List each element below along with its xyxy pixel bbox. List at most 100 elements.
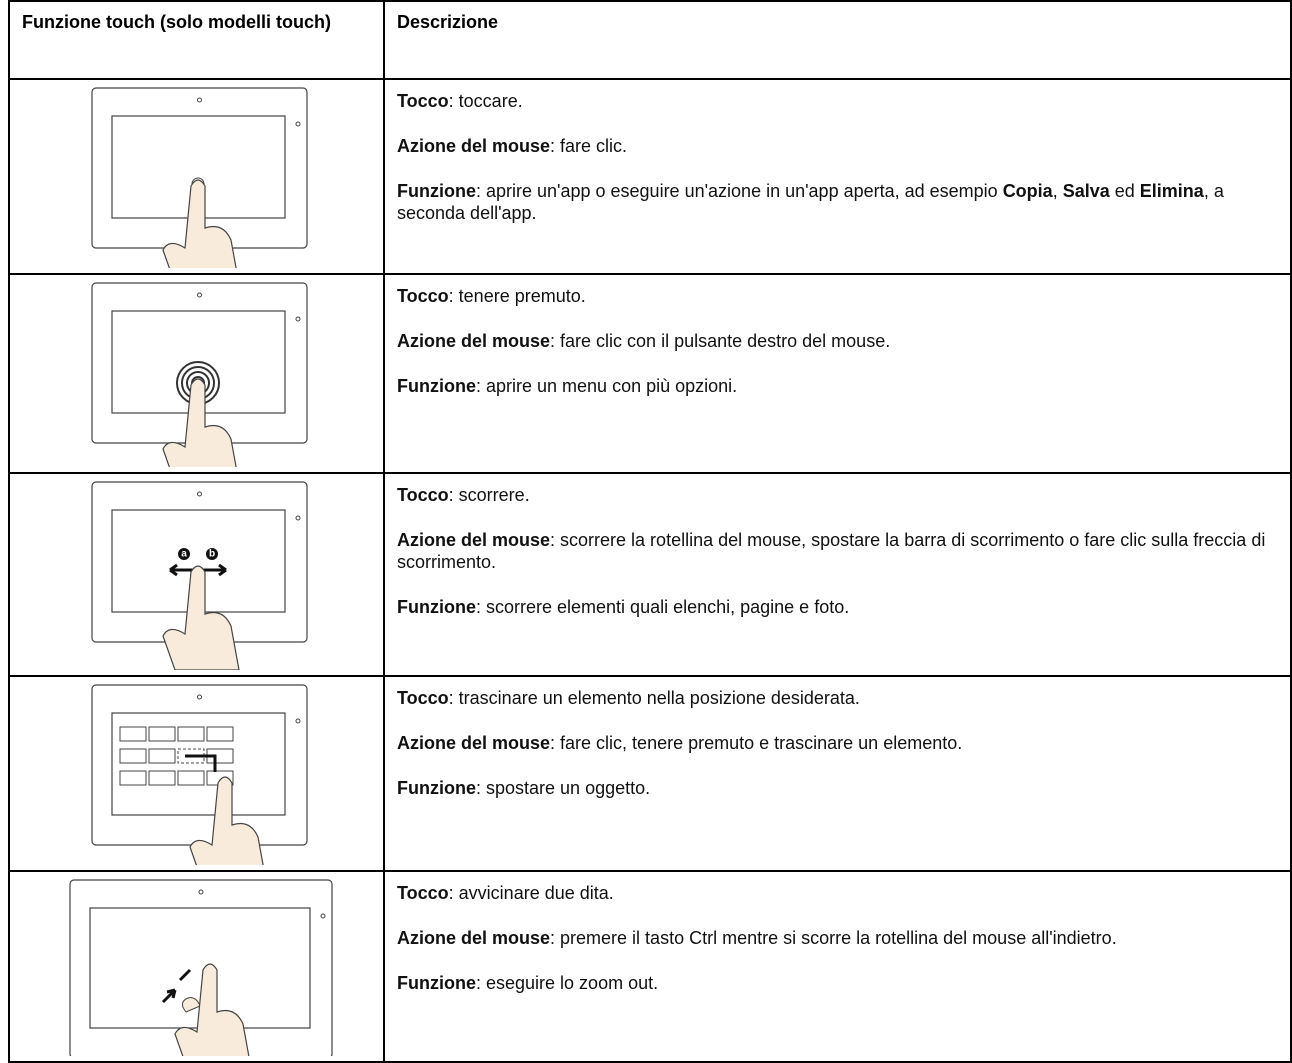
description-cell: Tocco: trascinare un elemento nella posi… bbox=[383, 675, 1292, 872]
bold-text: Tocco bbox=[397, 688, 449, 708]
description-paragraph: Funzione: aprire un'app o eseguire un'az… bbox=[397, 180, 1278, 224]
description-cell: Tocco: avvicinare due dita. Azione del mo… bbox=[383, 870, 1292, 1063]
text: : scorrere la rotellina del mouse, spost… bbox=[397, 530, 1266, 572]
hand bbox=[162, 565, 240, 671]
description-paragraph: Tocco: trascinare un elemento nella posi… bbox=[397, 687, 1278, 709]
hand bbox=[162, 179, 240, 285]
badge-label: a bbox=[181, 549, 187, 560]
table-row: Tocco: avvicinare due dita. Azione del mo… bbox=[8, 870, 1292, 1063]
bold-text: Tocco bbox=[397, 286, 449, 306]
tile bbox=[148, 770, 176, 786]
text: : trascinare un elemento nella posizione… bbox=[448, 688, 860, 708]
description-paragraph: Tocco: tenere premuto. bbox=[397, 285, 1278, 307]
gesture-illustration bbox=[91, 282, 308, 484]
table-row: Tocco: toccare. Azione del mouse: fare cl… bbox=[8, 78, 1292, 285]
text: ed bbox=[1109, 181, 1140, 201]
bold-text: Azione del mouse bbox=[397, 733, 551, 753]
gesture-table: Funzione touch (solo modelli touch) Desc… bbox=[8, 0, 1292, 1063]
hand bbox=[189, 776, 267, 882]
bold-text: Funzione bbox=[397, 181, 476, 201]
bold-text: Funzione bbox=[397, 778, 476, 798]
description-paragraph: Funzione: spostare un oggetto. bbox=[397, 777, 1278, 799]
gesture-illustration bbox=[69, 879, 333, 1063]
text: , bbox=[1052, 181, 1063, 201]
button bbox=[295, 718, 301, 724]
bold-text: Funzione bbox=[397, 597, 476, 617]
button bbox=[320, 913, 326, 919]
text: : scorrere elementi quali elenchi, pagin… bbox=[476, 597, 850, 617]
text: : eseguire lo zoom out. bbox=[476, 973, 659, 993]
pinch-arrows bbox=[161, 968, 192, 1004]
tile bbox=[119, 726, 147, 742]
hand bbox=[162, 378, 240, 484]
tile bbox=[119, 770, 147, 786]
description-paragraph: Azione del mouse: premere il tasto Ctrl … bbox=[397, 927, 1278, 949]
description-cell: Tocco: toccare. Azione del mouse: fare cl… bbox=[383, 78, 1292, 275]
bold-text: Tocco bbox=[397, 485, 449, 505]
bold-text: Funzione bbox=[397, 973, 476, 993]
bold-text: Azione del mouse bbox=[397, 331, 551, 351]
camera bbox=[197, 97, 202, 103]
camera bbox=[197, 292, 202, 298]
table-row: Tocco: tenere premuto. Azione del mouse: … bbox=[8, 273, 1292, 484]
table-row: a b Tocco: scorrere. Azione del mouse: scor… bbox=[8, 472, 1292, 677]
description-paragraph: Tocco: toccare. bbox=[397, 90, 1278, 112]
description-paragraph: Azione del mouse: fare clic. bbox=[397, 135, 1278, 157]
text: : fare clic. bbox=[550, 136, 628, 156]
bold-text: Azione del mouse bbox=[397, 928, 551, 948]
text: : toccare. bbox=[448, 91, 523, 111]
description-paragraph: Funzione: scorrere elementi quali elench… bbox=[397, 596, 1278, 618]
text: : fare clic, tenere premuto e trascinare… bbox=[550, 733, 963, 753]
bold-text: Copia bbox=[1002, 181, 1053, 201]
description-cell: Tocco: tenere premuto. Azione del mouse: … bbox=[383, 273, 1292, 474]
text: : aprire un menu con più opzioni. bbox=[476, 376, 738, 396]
bold-text: Funzione bbox=[397, 376, 476, 396]
camera bbox=[197, 694, 202, 700]
bold-text: Tocco bbox=[397, 91, 449, 111]
button bbox=[295, 121, 301, 127]
description-paragraph: Azione del mouse: scorrere la rotellina … bbox=[397, 529, 1278, 573]
bold-text: Azione del mouse bbox=[397, 530, 551, 550]
drag-arrow bbox=[185, 754, 217, 772]
description-cell: Tocco: scorrere. Azione del mouse: scorre… bbox=[383, 472, 1292, 677]
text: : aprire un'app o eseguire un'azione in … bbox=[476, 181, 1003, 201]
description-paragraph: Funzione: eseguire lo zoom out. bbox=[397, 972, 1278, 994]
illustration-cell bbox=[8, 78, 385, 285]
illustration-cell bbox=[8, 870, 385, 1063]
tile bbox=[119, 748, 147, 764]
text: : fare clic con il pulsante destro del m… bbox=[550, 331, 891, 351]
illustration-cell bbox=[8, 675, 385, 882]
text: , a seconda dell'app. bbox=[397, 181, 1224, 223]
table-row: Tocco: trascinare un elemento nella posi… bbox=[8, 675, 1292, 882]
description-paragraph: Azione del mouse: fare clic con il pulsa… bbox=[397, 330, 1278, 352]
camera bbox=[198, 889, 204, 895]
header-cell: Descrizione bbox=[383, 0, 1292, 80]
bold-text: Tocco bbox=[397, 883, 449, 903]
gesture-illustration bbox=[91, 684, 308, 882]
bold-text: Elimina bbox=[1139, 181, 1204, 201]
illustration-cell bbox=[8, 273, 385, 484]
badge bbox=[178, 548, 190, 560]
table-body: Tocco: toccare. Azione del mouse: fare cl… bbox=[8, 78, 1292, 1063]
camera bbox=[197, 491, 202, 497]
tile bbox=[177, 770, 205, 786]
second-finger bbox=[182, 997, 201, 1013]
button bbox=[295, 515, 301, 521]
text: : premere il tasto Ctrl mentre si scorre… bbox=[550, 928, 1117, 948]
bold-text: Salva bbox=[1062, 181, 1110, 201]
description-paragraph: Funzione: aprire un menu con più opzioni… bbox=[397, 375, 1278, 397]
badge-label: b bbox=[209, 549, 215, 560]
header-cell: Funzione touch (solo modelli touch) bbox=[8, 0, 385, 80]
description-paragraph: Tocco: avvicinare due dita. bbox=[397, 882, 1278, 904]
bold-text: Azione del mouse bbox=[397, 136, 551, 156]
badge bbox=[206, 548, 218, 560]
tile bbox=[148, 726, 176, 742]
text: : scorrere. bbox=[448, 485, 530, 505]
description-paragraph: Azione del mouse: fare clic, tenere prem… bbox=[397, 732, 1278, 754]
tile bbox=[177, 726, 205, 742]
button bbox=[295, 316, 301, 322]
tile bbox=[148, 748, 176, 764]
gesture-illustration bbox=[91, 87, 308, 285]
